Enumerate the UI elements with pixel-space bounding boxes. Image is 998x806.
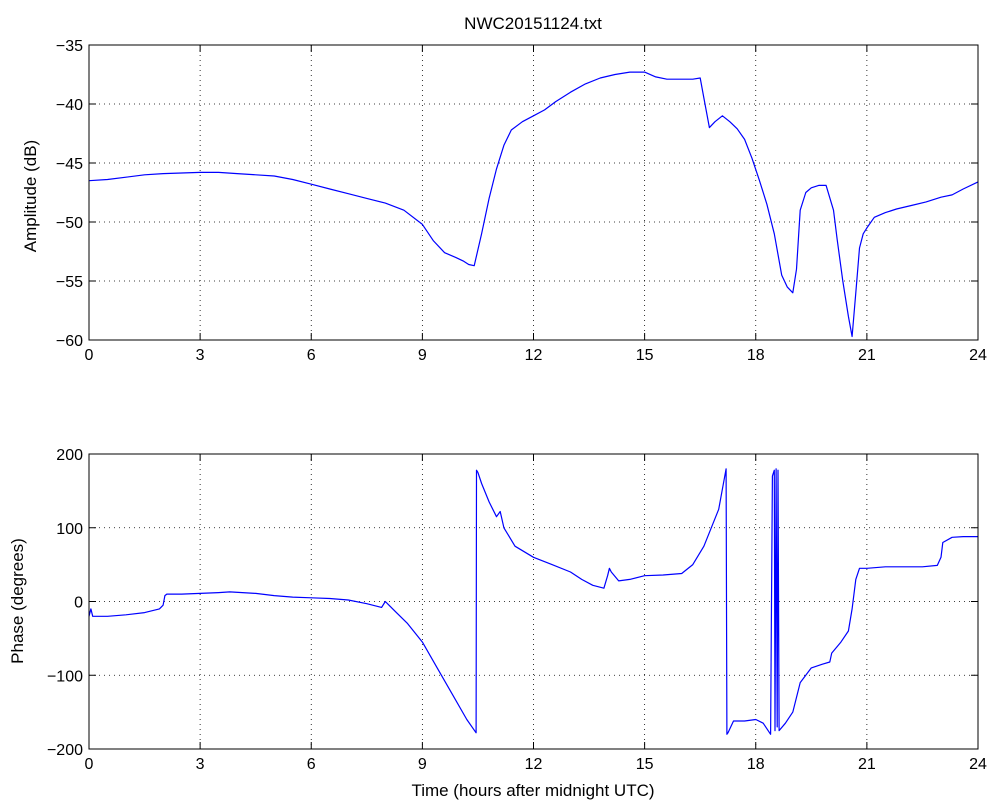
phase-series-line (88, 468, 978, 735)
amplitude-x-tick-label: 12 (525, 347, 543, 364)
phase-x-tick-label: 0 (85, 756, 94, 773)
phase-x-tick-label: 6 (307, 756, 316, 773)
amplitude-plot: NWC20151124.txt Amplitude (dB) 0 3 6 9 12 15 1… (21, 14, 987, 364)
amplitude-series (88, 71, 979, 338)
amplitude-plot-frame (88, 44, 979, 341)
amplitude-x-tick-label: 6 (307, 347, 316, 364)
amplitude-x-tick-label: 0 (85, 347, 94, 364)
amplitude-grid (89, 45, 978, 340)
phase-y-tick-label: 0 (74, 595, 83, 612)
amplitude-y-tick-label: −45 (56, 156, 83, 173)
phase-y-tick-labels: −200 −100 0 100 200 (47, 447, 83, 759)
phase-y-axis-label: Phase (degrees) (8, 538, 27, 664)
amplitude-y-tick-label: −55 (56, 274, 83, 291)
phase-x-tick-labels: 0 3 6 9 12 15 18 21 24 (85, 756, 987, 773)
amplitude-x-tick-label: 18 (747, 347, 765, 364)
amplitude-y-tick-labels: −60 −55 −50 −45 −40 −35 (56, 38, 83, 350)
phase-x-tick-label: 12 (525, 756, 543, 773)
phase-grid (89, 454, 978, 749)
phase-y-tick-label: −100 (47, 668, 83, 685)
amplitude-x-tick-label: 3 (196, 347, 205, 364)
amplitude-y-axis-label: Amplitude (dB) (21, 140, 40, 252)
phase-y-tick-label: −200 (47, 742, 83, 759)
chart-title: NWC20151124.txt (464, 14, 602, 33)
amplitude-x-tick-label: 24 (969, 347, 987, 364)
phase-y-tick-label: 200 (56, 447, 83, 464)
phase-x-tick-label: 3 (196, 756, 205, 773)
phase-x-tick-label: 9 (418, 756, 427, 773)
amplitude-y-tick-label: −35 (56, 38, 83, 55)
phase-plot-frame (88, 453, 979, 750)
amplitude-y-tick-label: −50 (56, 215, 83, 232)
amplitude-series-line (88, 71, 979, 338)
phase-x-tick-label: 24 (969, 756, 987, 773)
amplitude-x-tick-labels: 0 3 6 9 12 15 18 21 24 (85, 347, 987, 364)
amplitude-x-tick-label: 15 (636, 347, 654, 364)
phase-y-tick-label: 100 (56, 521, 83, 538)
amplitude-x-tick-label: 21 (858, 347, 876, 364)
phase-plot: Phase (degrees) Time (hours after midnig… (8, 447, 987, 800)
phase-x-tick-label: 15 (636, 756, 654, 773)
amplitude-y-tick-label: −40 (56, 97, 83, 114)
phase-series (88, 468, 978, 735)
amplitude-x-tick-label: 9 (418, 347, 427, 364)
amplitude-y-tick-label: −60 (56, 333, 83, 350)
phase-x-axis-label: Time (hours after midnight UTC) (411, 781, 654, 800)
phase-x-tick-label: 21 (858, 756, 876, 773)
phase-x-tick-label: 18 (747, 756, 765, 773)
